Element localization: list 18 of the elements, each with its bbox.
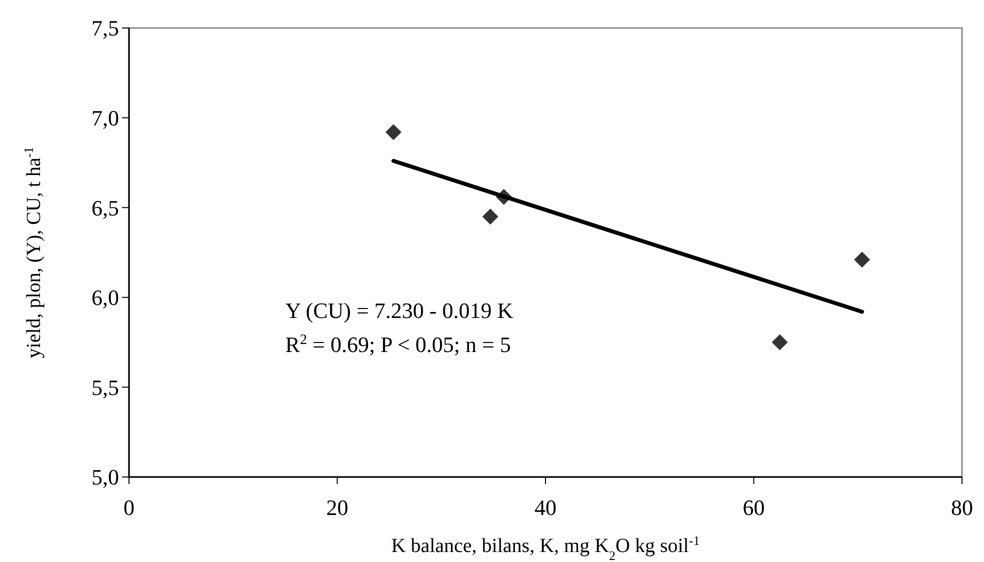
point: [854, 252, 870, 268]
y-tick-label: 6,0: [92, 285, 119, 310]
x-tick-label: 0: [124, 495, 134, 520]
x-tick-label: 80: [951, 495, 973, 520]
y-tick-label: 6,5: [92, 195, 119, 220]
point: [772, 334, 788, 350]
y-tick-label: 5,5: [92, 374, 119, 400]
x-axis-title: K balance, bilans, K, mg K$_{2}$O kg soil$^{-1}$: [391, 532, 700, 562]
x-tick-label: 60: [742, 495, 765, 520]
annotation: R$^{2}$ = 0.69; P < 0.05; n = 5: [285, 332, 511, 357]
x-tick-label: 20: [326, 495, 348, 520]
y-tick-label: 7,5: [92, 16, 119, 41]
point: [385, 124, 402, 140]
y-tick-label: 5,0: [92, 464, 119, 490]
y-tick-label: 7,0: [92, 106, 119, 130]
point: [482, 208, 498, 225]
x-tick-label: 40: [534, 495, 556, 520]
annotation: Y (CU) = 7.230 - 0.019 K: [285, 298, 514, 323]
